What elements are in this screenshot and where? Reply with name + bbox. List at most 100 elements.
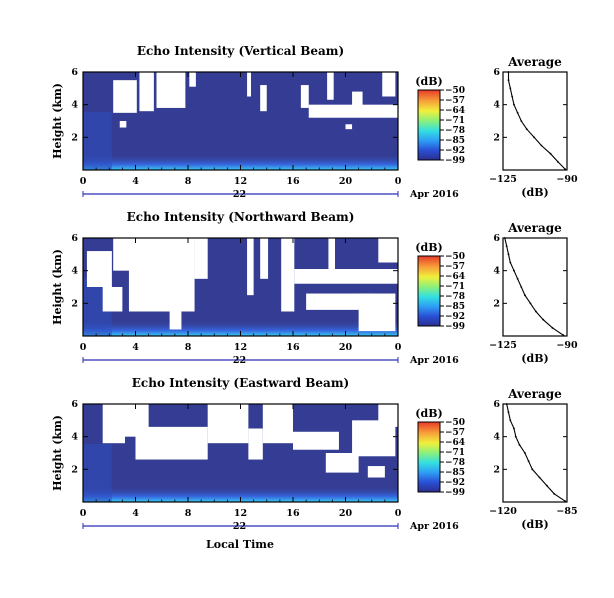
colorbar xyxy=(417,255,441,327)
heatmap-missing-region xyxy=(325,453,359,473)
y-tick-label: 6 xyxy=(71,67,78,78)
panel-northward: Echo Intensity (Northward Beam) 2 4 6 Height… xyxy=(51,210,578,366)
heatmap-missing-region xyxy=(262,404,293,444)
x-tick-label: 16 xyxy=(286,342,300,353)
heatmap-missing-region xyxy=(300,85,309,108)
average-x-tick-label: −90 xyxy=(556,174,578,185)
average-profile-point xyxy=(538,476,541,479)
colorbar-tick-label: −71 xyxy=(445,116,465,126)
colorbar-tick-label: −78 xyxy=(445,292,465,302)
heatmap-missing-region xyxy=(260,238,269,279)
heatmap-missing-region xyxy=(189,72,196,87)
heatmap-missing-region xyxy=(247,72,251,97)
average-profile-point xyxy=(540,144,543,147)
average-profile-point xyxy=(531,468,534,471)
average-profile-point xyxy=(505,403,508,405)
colorbar-tick-label: −99 xyxy=(445,156,465,166)
average-profile-point xyxy=(524,294,526,297)
colorbar-tick-label: −64 xyxy=(445,438,465,448)
x-tick-label: 16 xyxy=(286,176,300,187)
x-tick-label: 0 xyxy=(80,342,87,353)
panel-title: Echo Intensity (Eastward Beam) xyxy=(132,376,349,390)
heatmap-missing-region xyxy=(139,72,154,112)
average-profile-point xyxy=(545,484,548,487)
heatmap-missing-region xyxy=(293,431,339,450)
average-profile-point xyxy=(564,168,567,171)
average-profile-point xyxy=(520,120,523,122)
heatmap-missing-region xyxy=(102,287,123,312)
average-profile-point xyxy=(511,95,514,98)
date-day-label: 22 xyxy=(233,521,246,532)
average-profile-point xyxy=(533,136,535,139)
average-profile-point xyxy=(542,318,545,321)
average-profile-point xyxy=(516,111,519,114)
colorbar-tick-label: −78 xyxy=(445,458,465,468)
average-profile-point xyxy=(513,103,515,106)
colorbar-tick-label: −71 xyxy=(445,282,465,292)
heatmap-surface-echo xyxy=(83,320,398,336)
colorbar-tick-label: −50 xyxy=(445,252,465,262)
heatmap-surface-echo xyxy=(83,486,398,502)
average-frame xyxy=(502,71,568,171)
x-tick-label: 0 xyxy=(395,176,402,187)
average-y-tick-label: 2 xyxy=(493,298,500,309)
x-tick-label: 0 xyxy=(395,342,402,353)
heatmap-early-echo xyxy=(83,444,112,502)
date-month-label: Apr 2016 xyxy=(409,355,459,366)
colorbar-tick-label: −92 xyxy=(445,478,465,488)
y-tick-label: 6 xyxy=(71,399,78,410)
date-month-label: Apr 2016 xyxy=(409,521,459,532)
y-tick-label: 2 xyxy=(71,298,78,309)
average-profile-point xyxy=(505,245,508,248)
colorbar-tick-label: −50 xyxy=(445,418,465,428)
colorbar-tick-label: −57 xyxy=(445,96,465,106)
average-profile-point xyxy=(509,419,512,422)
average-y-tick-label: 6 xyxy=(493,67,500,78)
average-profile-point xyxy=(556,160,559,163)
average-profile-point xyxy=(549,152,552,155)
x-tick-label: 20 xyxy=(339,508,353,519)
average-profile-point xyxy=(514,435,517,438)
panel-eastward: Echo Intensity (Eastward Beam) 2 4 6 Height … xyxy=(51,376,578,532)
average-x-tick-label: −90 xyxy=(556,340,578,351)
average-profile-point xyxy=(535,310,537,313)
average-y-tick-label: 4 xyxy=(493,266,500,277)
average-profile-point xyxy=(551,326,554,329)
average-x-tick-label: −120 xyxy=(489,506,517,517)
average-x-tick-label: −125 xyxy=(489,174,517,185)
y-tick-label: 4 xyxy=(71,432,78,443)
colorbar-tick-label: −99 xyxy=(445,488,465,498)
x-tick-label: 20 xyxy=(339,342,353,353)
average-profile-point xyxy=(520,286,523,288)
heatmap-missing-region xyxy=(194,238,208,279)
heatmap-missing-region xyxy=(328,238,335,274)
colorbar-tick-label: −99 xyxy=(445,322,465,332)
heatmap-missing-region xyxy=(382,72,396,97)
colorbar-tick-label: −50 xyxy=(445,86,465,96)
y-tick-label: 4 xyxy=(71,266,78,277)
average-profile-point xyxy=(507,411,510,414)
average-profile-point xyxy=(507,71,510,73)
x-tick-label: 4 xyxy=(132,508,139,519)
heatmap-missing-region xyxy=(128,238,195,312)
heatmap-early-echo xyxy=(83,112,112,170)
colorbar-tick-label: −85 xyxy=(445,302,465,312)
x-tick-label: 12 xyxy=(234,508,247,519)
average-profile-point xyxy=(562,334,565,337)
heatmap-missing-region xyxy=(119,121,127,128)
x-tick-label: 0 xyxy=(80,176,87,187)
heatmap-missing-region xyxy=(86,251,112,287)
colorbar-unit: (dB) xyxy=(415,407,442,420)
date-day-label: 22 xyxy=(233,189,246,200)
y-tick-label: 2 xyxy=(71,464,78,475)
heatmap-missing-region xyxy=(294,269,398,284)
average-title: Average xyxy=(507,221,562,235)
colorbar-tick-label: −57 xyxy=(445,428,465,438)
average-profile-point xyxy=(507,79,510,82)
heatmap-missing-region xyxy=(281,238,295,312)
average-y-tick-label: 4 xyxy=(493,432,500,443)
average-profile-point xyxy=(513,269,515,272)
heatmap-missing-region xyxy=(345,124,353,130)
colorbar-tick-label: −92 xyxy=(445,146,465,156)
panel-title: Echo Intensity (Vertical Beam) xyxy=(137,44,344,58)
